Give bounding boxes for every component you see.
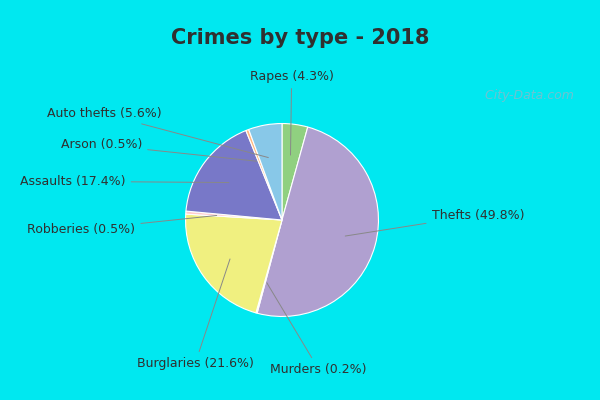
Text: Rapes (4.3%): Rapes (4.3%) (250, 70, 334, 155)
Text: Murders (0.2%): Murders (0.2%) (267, 283, 367, 376)
Wedge shape (186, 211, 282, 220)
Text: City-Data.com: City-Data.com (481, 89, 574, 102)
Wedge shape (282, 124, 308, 220)
Text: Robberies (0.5%): Robberies (0.5%) (28, 216, 217, 236)
Text: Burglaries (21.6%): Burglaries (21.6%) (137, 259, 254, 370)
Text: Auto thefts (5.6%): Auto thefts (5.6%) (47, 107, 268, 158)
Wedge shape (186, 130, 282, 220)
Text: Arson (0.5%): Arson (0.5%) (61, 138, 257, 161)
Wedge shape (257, 127, 379, 316)
Wedge shape (249, 124, 282, 220)
Text: Crimes by type - 2018: Crimes by type - 2018 (171, 28, 429, 48)
Text: Thefts (49.8%): Thefts (49.8%) (345, 209, 524, 236)
Wedge shape (185, 214, 282, 313)
Wedge shape (246, 130, 282, 220)
Text: Assaults (17.4%): Assaults (17.4%) (20, 175, 229, 188)
Wedge shape (256, 220, 282, 313)
